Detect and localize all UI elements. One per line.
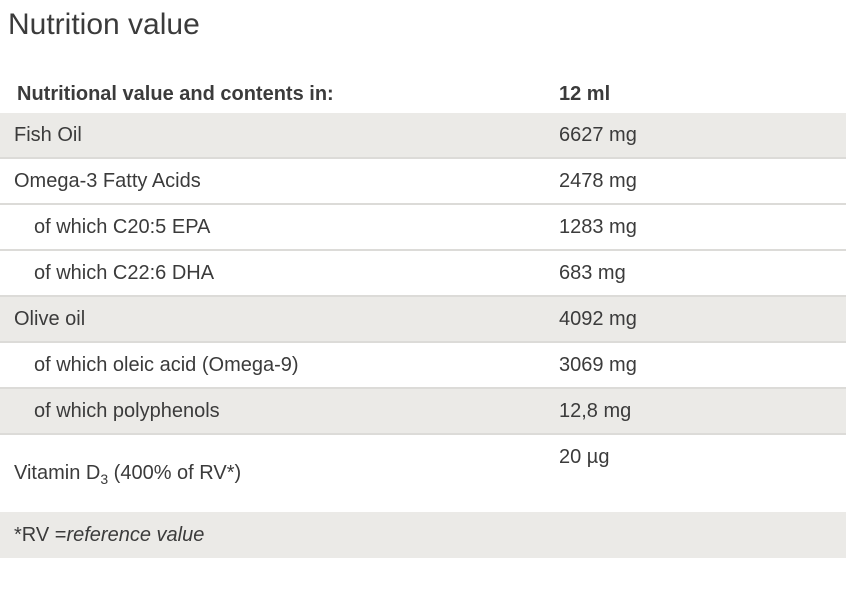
- nutrition-table: Nutritional value and contents in: 12 ml…: [0, 75, 846, 558]
- row-value: 2478 mg: [559, 169, 637, 192]
- row-value: 20 µg: [559, 446, 610, 468]
- row-value: 1283 mg: [559, 215, 637, 238]
- table-header-label: Nutritional value and contents in:: [17, 82, 334, 105]
- footnote-prefix: *RV =: [14, 523, 67, 546]
- table-row-fish-oil: Fish Oil 6627 mg: [0, 113, 846, 159]
- table-row-epa: of which C20:5 EPA 1283 mg: [0, 205, 846, 251]
- row-value: 683 mg: [559, 261, 626, 284]
- table-row-polyphenols: of which polyphenols 12,8 mg: [0, 389, 846, 435]
- vitamin-d-label-suffix: (400% of RV*): [108, 462, 242, 484]
- row-label: of which polyphenols: [34, 399, 220, 422]
- table-header-serving-size: 12 ml: [559, 82, 611, 105]
- table-header-row: Nutritional value and contents in: 12 ml: [0, 75, 846, 113]
- table-row-oleic-acid: of which oleic acid (Omega-9) 3069 mg: [0, 343, 846, 389]
- row-value: 4092 mg: [559, 307, 637, 330]
- vitamin-d-subscript: 3: [100, 471, 109, 487]
- row-label: of which oleic acid (Omega-9): [34, 353, 299, 376]
- footnote-italic-text: reference value: [66, 523, 205, 546]
- row-value: 12,8 mg: [559, 399, 632, 422]
- row-label: Olive oil: [14, 307, 86, 330]
- table-row-omega3: Omega-3 Fatty Acids 2478 mg: [0, 159, 846, 205]
- row-label: Omega-3 Fatty Acids: [14, 169, 201, 192]
- row-value: 3069 mg: [559, 353, 637, 376]
- table-row-olive-oil: Olive oil 4092 mg: [0, 297, 846, 343]
- row-label: Vitamin D3 (400% of RV*): [0, 462, 559, 487]
- page-title: Nutrition value: [8, 8, 200, 41]
- row-label: Fish Oil: [14, 123, 82, 146]
- table-footnote-row: *RV = reference value: [0, 512, 846, 558]
- table-row-vitamin-d3: Vitamin D3 (400% of RV*) 20 µg: [0, 435, 846, 512]
- row-label: of which C20:5 EPA: [34, 215, 211, 238]
- table-row-dha: of which C22:6 DHA 683 mg: [0, 251, 846, 297]
- row-label: of which C22:6 DHA: [34, 261, 215, 284]
- vitamin-d-label-prefix: Vitamin D: [14, 462, 101, 484]
- row-value: 6627 mg: [559, 123, 637, 146]
